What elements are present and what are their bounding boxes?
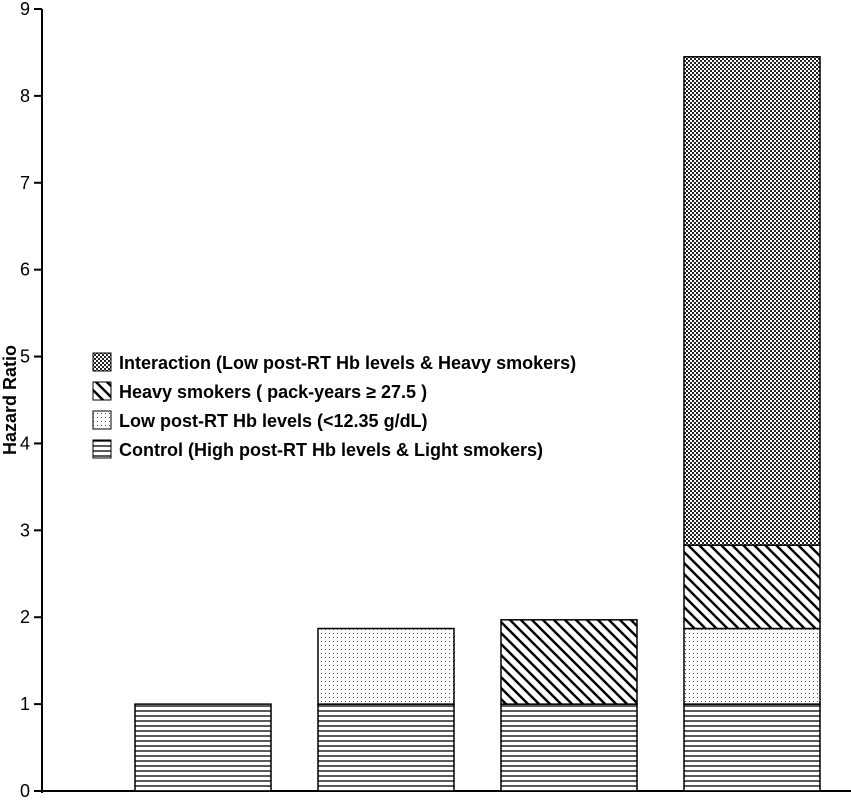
bars	[134, 56, 821, 792]
y-tick-label: 6	[20, 260, 30, 280]
bar-segment	[683, 56, 821, 546]
bar-segment	[317, 627, 455, 705]
bar-segment	[500, 619, 638, 705]
legend-label: Heavy smokers ( pack-years ≥ 27.5 )	[119, 382, 427, 402]
bar-segment	[683, 703, 821, 792]
y-tick-label: 8	[20, 86, 30, 106]
bar-segment	[134, 703, 272, 792]
y-tick-label: 4	[20, 433, 30, 453]
legend-label: Low post-RT Hb levels (<12.35 g/dL)	[119, 411, 428, 431]
legend: Interaction (Low post-RT Hb levels & Hea…	[92, 352, 576, 460]
legend-swatch	[92, 352, 112, 372]
legend-label: Interaction (Low post-RT Hb levels & Hea…	[119, 353, 576, 373]
bar-segment	[500, 703, 638, 792]
legend-swatch	[92, 439, 112, 459]
y-tick-label: 1	[20, 694, 30, 714]
y-tick-label: 5	[20, 347, 30, 367]
legend-swatch	[92, 381, 112, 401]
y-tick-label: 0	[20, 781, 30, 800]
y-tick-label: 7	[20, 173, 30, 193]
legend-label: Control (High post-RT Hb levels & Light …	[119, 440, 543, 460]
bar-segment	[683, 544, 821, 630]
bar-segment	[683, 627, 821, 705]
y-axis-title: Hazard Ratio	[0, 345, 20, 455]
legend-swatch	[92, 410, 112, 430]
bar-segment	[317, 703, 455, 792]
y-tick-label: 2	[20, 607, 30, 627]
y-tick-label: 3	[20, 520, 30, 540]
y-tick-label: 9	[20, 0, 30, 19]
